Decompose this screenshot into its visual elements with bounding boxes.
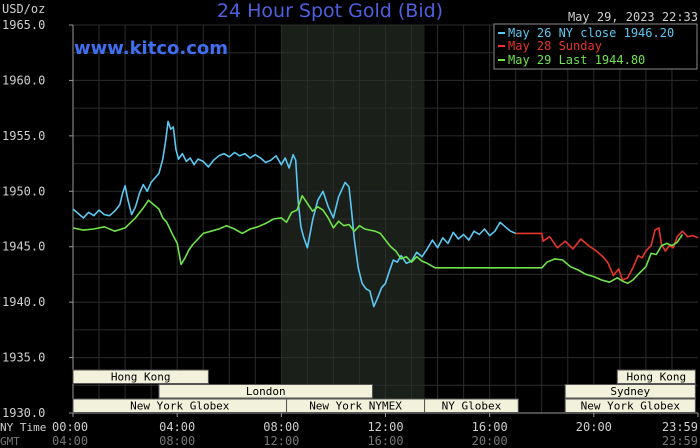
x-tick-label: 00:00: [52, 420, 88, 434]
session-label: London: [246, 385, 286, 398]
gmt-tick-label: 16:00: [367, 434, 403, 448]
series-line-0: [72, 120, 517, 308]
session-bar: [72, 369, 209, 384]
session-label: Hong Kong: [111, 371, 171, 384]
gmt-label: GMT: [0, 435, 20, 448]
session-bar: [158, 384, 373, 399]
y-axis-ticks: 1930.0 1935.0 1940.0 1945.0 1950.0 1955.0 1960…: [2, 18, 73, 420]
legend-label-may28: May 28 Sunday: [508, 39, 602, 53]
y-tick-label: 1950.0: [2, 184, 45, 198]
gmt-tick-label: 12:00: [263, 434, 299, 448]
session-bar: [564, 398, 696, 413]
y-tick-label: 1940.0: [2, 295, 45, 309]
chart-title: 24 Hour Spot Gold (Bid): [217, 0, 443, 22]
legend-label-may29: May 29 Last 1944.80: [508, 53, 645, 67]
x-tick-label: 20:00: [576, 420, 612, 434]
gmt-tick-label: 04:00: [52, 434, 88, 448]
gmt-tick-label: 08:00: [159, 434, 195, 448]
grid-lines: [73, 24, 698, 414]
series-line-1: [515, 227, 699, 281]
legend-label-may26: May 26 NY close 1946.20: [508, 26, 674, 40]
legend: May 26 NY close 1946.20 May 28 Sunday Ma…: [493, 23, 698, 70]
y-axis-units: USD/oz: [2, 2, 45, 16]
session-bar: [616, 369, 696, 384]
x-tick-label: 16:00: [472, 420, 508, 434]
session-bar: [424, 398, 519, 413]
x-axis-ticks: 00:00 04:00 08:00 12:00 16:00 20:00 23:5904:00…: [52, 413, 699, 448]
session-label: New York NYMEX: [309, 400, 402, 413]
y-tick-label: 1930.0: [2, 406, 45, 420]
session-label: New York Globex: [130, 400, 230, 413]
x-tick-label: 12:00: [367, 420, 403, 434]
kitco-watermark: www.kitco.com: [74, 38, 228, 59]
x-tick-label: 04:00: [159, 420, 195, 434]
ny-time-label: NY Time: [0, 421, 46, 434]
price-series: [72, 120, 699, 308]
x-tick-label: 08:00: [263, 420, 299, 434]
y-tick-label: 1945.0: [2, 240, 45, 254]
x-tick-label: 23:59: [662, 420, 698, 434]
session-label: Sydney: [610, 385, 650, 398]
session-label: New York Globex: [581, 400, 681, 413]
series-line-2: [72, 194, 684, 285]
gmt-tick-label: 20:00: [472, 434, 508, 448]
y-tick-label: 1960.0: [2, 73, 45, 87]
gmt-tick-label: 23:59: [662, 434, 698, 448]
session-label: NY Globex: [442, 400, 502, 413]
y-tick-label: 1965.0: [2, 18, 45, 32]
session-bar: [564, 384, 696, 399]
session-label: Hong Kong: [627, 371, 687, 384]
market-sessions: Hong Kong London New York Globex New York N…: [72, 369, 696, 413]
y-tick-label: 1955.0: [2, 129, 45, 143]
y-tick-label: 1935.0: [2, 351, 45, 365]
legend-box: [493, 23, 698, 70]
chart-datetime: May 29, 2023 22:33: [568, 10, 698, 24]
